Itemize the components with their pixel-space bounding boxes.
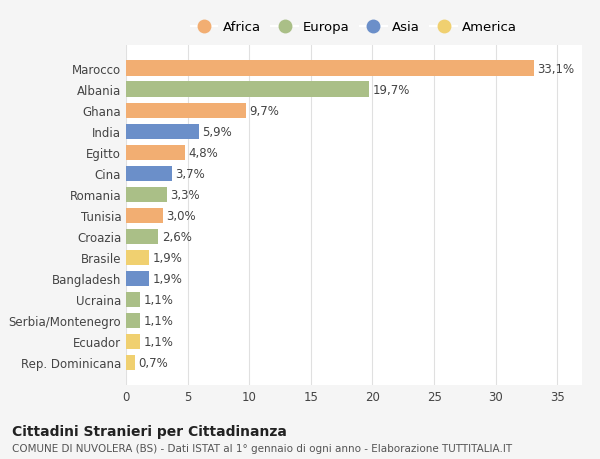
Text: Cittadini Stranieri per Cittadinanza: Cittadini Stranieri per Cittadinanza <box>12 425 287 438</box>
Bar <box>126 166 172 181</box>
Text: 1,1%: 1,1% <box>143 335 173 348</box>
Text: 1,1%: 1,1% <box>143 293 173 306</box>
Bar <box>126 208 163 223</box>
Text: 33,1%: 33,1% <box>538 62 575 75</box>
Text: COMUNE DI NUVOLERA (BS) - Dati ISTAT al 1° gennaio di ogni anno - Elaborazione T: COMUNE DI NUVOLERA (BS) - Dati ISTAT al … <box>12 443 512 453</box>
Text: 2,6%: 2,6% <box>162 230 191 243</box>
Bar <box>126 187 167 202</box>
Text: 9,7%: 9,7% <box>249 104 279 118</box>
Bar <box>126 62 534 77</box>
Text: 19,7%: 19,7% <box>373 84 410 96</box>
Text: 5,9%: 5,9% <box>202 125 232 138</box>
Bar <box>126 145 185 160</box>
Text: 4,8%: 4,8% <box>189 146 218 159</box>
Text: 1,9%: 1,9% <box>153 251 183 264</box>
Bar <box>126 103 245 118</box>
Bar <box>126 313 140 328</box>
Bar <box>126 355 134 370</box>
Legend: Africa, Europa, Asia, America: Africa, Europa, Asia, America <box>188 18 520 37</box>
Bar <box>126 334 140 349</box>
Text: 0,7%: 0,7% <box>139 356 168 369</box>
Bar <box>126 292 140 307</box>
Bar <box>126 124 199 140</box>
Text: 3,0%: 3,0% <box>167 209 196 222</box>
Text: 1,1%: 1,1% <box>143 314 173 327</box>
Text: 1,9%: 1,9% <box>153 272 183 285</box>
Text: 3,3%: 3,3% <box>170 188 200 201</box>
Bar <box>126 271 149 286</box>
Bar <box>126 229 158 244</box>
Bar <box>126 250 149 265</box>
Bar <box>126 82 369 97</box>
Text: 3,7%: 3,7% <box>175 167 205 180</box>
